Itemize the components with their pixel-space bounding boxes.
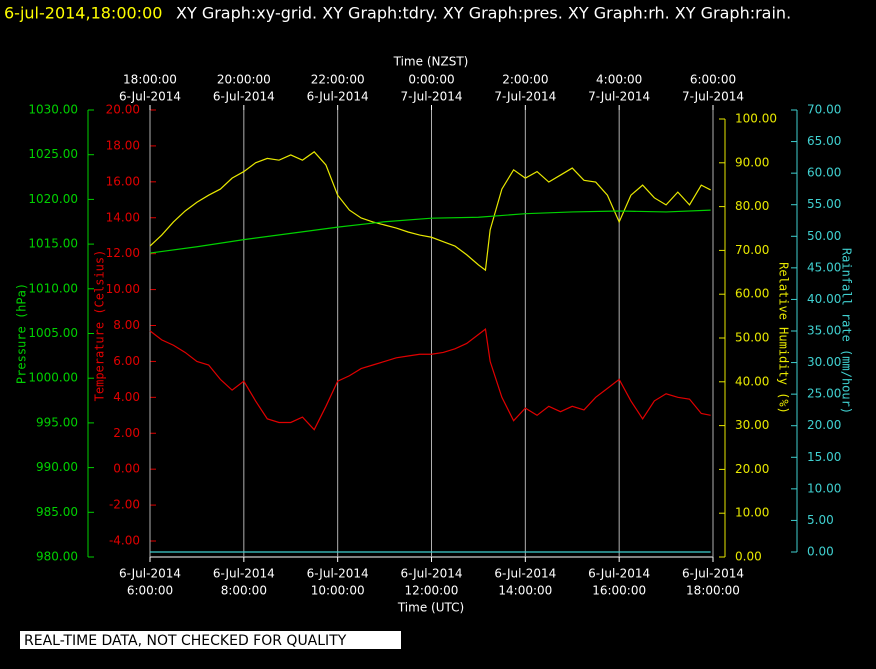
x-tick-label: 6-Jul-2014 (119, 567, 181, 581)
y-tick-label: 0.00 (735, 550, 762, 564)
x2-tick-label: 7-Jul-2014 (682, 90, 744, 104)
y-tick-label: 100.00 (735, 112, 777, 126)
y-tick-label: 980.00 (36, 550, 78, 564)
y-tick-label: 60.00 (807, 166, 841, 180)
y-tick-label: 5.00 (807, 513, 834, 527)
y-tick-label: 0.00 (113, 462, 140, 476)
y-tick-label: 10.00 (807, 481, 841, 495)
y-axis-title: Pressure (hPa) (15, 283, 29, 384)
x-tick-label: 6-Jul-2014 (494, 567, 556, 581)
x2-tick-label: 7-Jul-2014 (401, 90, 463, 104)
y-tick-label: -4.00 (109, 534, 140, 548)
y-tick-label: 1020.00 (28, 192, 78, 206)
y-tick-label: 20.00 (735, 462, 769, 476)
y-tick-label: -2.00 (109, 498, 140, 512)
x2-tick-label: 0:00:00 (408, 73, 454, 87)
y-tick-label: 12.00 (106, 246, 140, 260)
x-tick-label: 14:00:00 (498, 584, 552, 598)
x-tick-label: 6-Jul-2014 (213, 567, 275, 581)
y-tick-label: 55.00 (807, 197, 841, 211)
y-tick-label: 10.00 (735, 506, 769, 520)
y-tick-label: 0.00 (807, 545, 834, 559)
series-line (149, 327, 711, 431)
x2-tick-label: 7-Jul-2014 (588, 90, 650, 104)
y-tick-label: 35.00 (807, 324, 841, 338)
y-axis-title: Rainfall rate (mm/hour) (840, 248, 854, 414)
y-tick-label: 10.00 (106, 282, 140, 296)
y-tick-label: 45.00 (807, 260, 841, 274)
y-tick-label: 60.00 (735, 287, 769, 301)
x-tick-label: 16:00:00 (592, 584, 646, 598)
y-tick-label: 1000.00 (28, 371, 78, 385)
y-tick-label: 20.00 (807, 418, 841, 432)
y-axis-title: Relative Humidity (%) (777, 262, 791, 414)
y-tick-label: 20.00 (106, 103, 140, 117)
y-tick-label: 15.00 (807, 450, 841, 464)
footer-box (20, 631, 401, 649)
y-tick-label: 1030.00 (28, 103, 78, 117)
x-tick-label: 6:00:00 (127, 584, 173, 598)
y-tick-label: 18.00 (106, 138, 140, 152)
x-tick-label: 8:00:00 (221, 584, 267, 598)
x-tick-label: 12:00:00 (405, 584, 459, 598)
y-tick-label: 16.00 (106, 174, 140, 188)
y-tick-label: 985.00 (36, 505, 78, 519)
y-tick-label: 50.00 (735, 331, 769, 345)
y-tick-label: 80.00 (735, 199, 769, 213)
y-tick-label: 1010.00 (28, 281, 78, 295)
y-tick-label: 40.00 (735, 374, 769, 388)
x-tick-label: 6-Jul-2014 (401, 567, 463, 581)
y-tick-label: 1015.00 (28, 237, 78, 251)
x2-tick-label: 4:00:00 (596, 73, 642, 87)
x2-tick-label: 20:00:00 (217, 73, 271, 87)
x-axis-title: Time (UTC) (397, 601, 464, 615)
y-tick-label: 70.00 (735, 243, 769, 257)
y-tick-label: 50.00 (807, 229, 841, 243)
x2-tick-label: 6-Jul-2014 (307, 90, 369, 104)
x-tick-label: 18:00:00 (686, 584, 740, 598)
y-tick-label: 70.00 (807, 103, 841, 117)
y-tick-label: 995.00 (36, 415, 78, 429)
x-tick-label: 6-Jul-2014 (682, 567, 744, 581)
series-line (149, 209, 711, 254)
y-tick-label: 14.00 (106, 210, 140, 224)
x2-axis-title: Time (NZST) (393, 55, 469, 69)
y-tick-label: 30.00 (807, 355, 841, 369)
x-tick-label: 6-Jul-2014 (588, 567, 650, 581)
x2-tick-label: 2:00:00 (502, 73, 548, 87)
x-tick-label: 10:00:00 (311, 584, 365, 598)
x2-tick-label: 7-Jul-2014 (494, 90, 556, 104)
chart-subtitle: XY Graph:xy-grid. XY Graph:tdry. XY Grap… (176, 4, 791, 23)
y-tick-label: 40.00 (807, 292, 841, 306)
y-axis-title: Temperature (Celsius) (93, 250, 107, 402)
y-tick-label: 4.00 (113, 390, 140, 404)
x2-tick-label: 22:00:00 (311, 73, 365, 87)
y-tick-label: 1005.00 (28, 326, 78, 340)
y-tick-label: 990.00 (36, 460, 78, 474)
y-tick-label: 8.00 (113, 318, 140, 332)
x-tick-label: 6-Jul-2014 (307, 567, 369, 581)
series-line (149, 151, 711, 272)
x2-tick-label: 6-Jul-2014 (119, 90, 181, 104)
y-tick-label: 1025.00 (28, 147, 78, 161)
y-tick-label: 90.00 (735, 155, 769, 169)
x2-tick-label: 6:00:00 (690, 73, 736, 87)
y-tick-label: 30.00 (735, 418, 769, 432)
chart-title: 6-jul-2014,18:00:00 (4, 4, 162, 23)
x2-tick-label: 6-Jul-2014 (213, 90, 275, 104)
x2-tick-label: 18:00:00 (123, 73, 177, 87)
y-tick-label: 25.00 (807, 387, 841, 401)
y-tick-label: 6.00 (113, 354, 140, 368)
footer: REAL-TIME DATA, NOT CHECKED FOR QUALITY (24, 633, 347, 649)
y-tick-label: 65.00 (807, 134, 841, 148)
y-tick-label: 2.00 (113, 426, 140, 440)
